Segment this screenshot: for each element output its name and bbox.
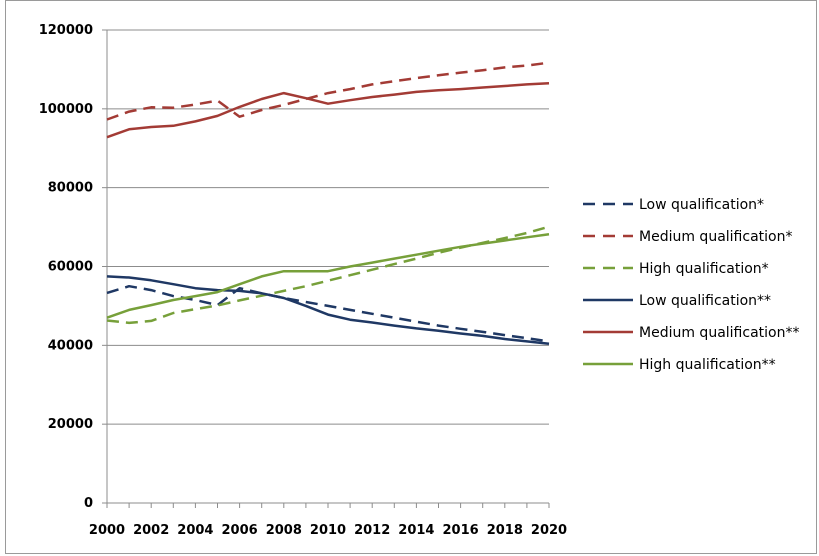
legend-label: Low qualification** [639,293,771,309]
y-tick-label: 120000 [39,23,93,38]
legend-label: Medium qualification** [639,325,799,341]
series-line-3 [106,275,550,346]
x-tick-label: 2018 [487,523,523,538]
x-tick-label: 2014 [398,523,434,538]
y-tick-label: 0 [84,496,93,511]
x-tick-label: 2020 [531,523,567,538]
x-tick-label: 2006 [222,523,258,538]
series-line-1 [106,61,550,121]
legend-label: High qualification** [639,357,776,373]
axes [102,29,550,508]
gridlines [107,29,549,425]
legend-label: High qualification* [639,261,769,277]
series-lines [106,61,550,346]
y-tick-labels: 0 20000 40000 60000 80000 100000 120000 [39,23,93,511]
legend-label: Medium qualification* [639,229,792,245]
x-tick-label: 2016 [443,523,479,538]
series-line-0 [106,284,550,343]
y-tick-label: 80000 [48,181,93,196]
x-tick-label: 2004 [177,523,213,538]
x-tick-label: 2002 [133,523,169,538]
y-tick-label: 60000 [48,260,93,275]
x-tick-labels: 2000 2002 2004 2006 2008 2010 2012 2014 2016 2018… [89,523,567,538]
chart-frame: 0 20000 40000 60000 80000 100000 120000 2000 20… [5,0,817,554]
y-tick-label: 100000 [39,102,93,117]
y-tick-label: 20000 [48,417,93,432]
x-tick-label: 2010 [310,523,346,538]
legend: Low qualification* Medium qualification* H… [583,197,799,373]
series-line-5 [106,232,550,319]
y-tick-label: 40000 [48,338,93,353]
x-tick-label: 2000 [89,523,125,538]
series-line-2 [106,225,550,325]
legend-label: Low qualification* [639,197,764,213]
series-line-4 [106,81,550,139]
x-tick-label: 2012 [354,523,390,538]
x-tick-label: 2008 [266,523,302,538]
